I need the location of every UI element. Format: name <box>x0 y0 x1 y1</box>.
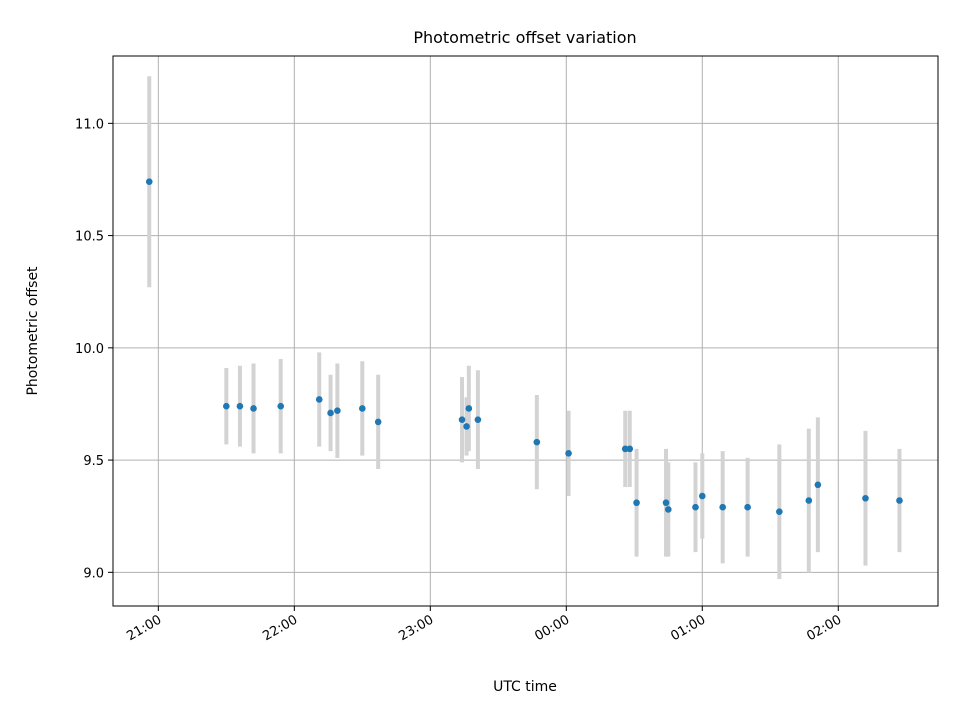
data-point <box>862 494 869 502</box>
grid <box>113 56 938 606</box>
data-point <box>533 438 541 446</box>
data-point <box>223 402 230 410</box>
data-point <box>465 405 473 412</box>
data-point <box>236 402 244 410</box>
data-point <box>250 405 257 412</box>
data-point <box>315 396 323 403</box>
data-point <box>374 418 382 426</box>
data-point <box>277 402 285 410</box>
data-point <box>359 405 366 412</box>
data-point <box>334 407 341 414</box>
data-point <box>463 423 470 430</box>
y-tick-label: 9.0 <box>83 566 104 581</box>
data-point <box>565 450 572 457</box>
data-point <box>698 492 706 500</box>
data-point <box>805 497 813 504</box>
data-point <box>621 445 629 453</box>
data-point <box>692 503 699 511</box>
data-point <box>776 508 783 516</box>
data-point <box>458 416 466 423</box>
data-point <box>744 503 751 511</box>
chart-title: Photometric offset variation <box>413 28 636 47</box>
data-point <box>662 499 670 507</box>
x-axis-label: UTC time <box>493 679 557 695</box>
data-points <box>145 178 903 516</box>
data-point <box>145 178 153 186</box>
data-point <box>626 445 634 453</box>
y-tick-label: 10.5 <box>75 230 104 245</box>
y-tick-label: 9.5 <box>83 454 104 469</box>
y-axis-label: Photometric offset <box>25 266 41 396</box>
data-point <box>664 506 672 513</box>
y-axis-ticks: 9.0 9.5 10.0 10.5 11.0 <box>75 117 113 581</box>
data-point <box>633 499 640 507</box>
y-tick-label: 10.0 <box>75 342 104 357</box>
data-point <box>327 409 334 417</box>
data-point <box>896 497 903 504</box>
data-point <box>719 503 726 511</box>
data-point <box>814 481 822 489</box>
plot-frame <box>112 55 939 607</box>
data-point <box>474 416 482 423</box>
y-tick-label: 11.0 <box>75 117 104 132</box>
